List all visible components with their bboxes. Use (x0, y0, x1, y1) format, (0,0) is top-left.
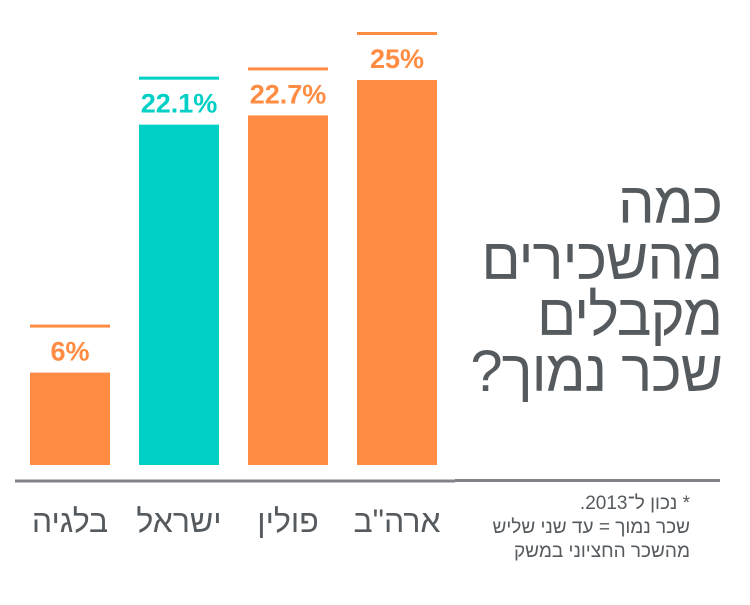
bar-cap-line (248, 67, 328, 71)
bars-layer: 6% בלגיה 22.1% ישראל 22.7% פולין 25% ארה"ב (30, 32, 441, 539)
bar (357, 80, 437, 465)
data-label: 22.1% (141, 89, 218, 119)
bar (248, 115, 328, 466)
divider-line (455, 479, 720, 482)
title-line: כמה (617, 171, 723, 236)
bar-cap-line (30, 324, 110, 328)
footnote-line: * נכון ל־2013. (579, 493, 690, 514)
footnote-line: מהשכר החציוני במשק (513, 541, 690, 562)
data-label: 6% (50, 337, 89, 367)
footnote: * נכון ל־2013. שכר נמוך = עד שני שליש מה… (440, 492, 690, 564)
category-label: פולין (257, 503, 318, 539)
footnote-line: שכר נמוך = עד שני שליש (492, 517, 690, 538)
data-label: 25% (370, 44, 424, 74)
bar (139, 124, 219, 465)
chart-title: כמה מהשכירים מקבלים שכר נמוך? (470, 171, 723, 404)
title-line: מהשכירים (481, 227, 723, 292)
title-line: מקבלים (537, 283, 723, 348)
data-label: 22.7% (250, 79, 327, 109)
bar (30, 372, 110, 465)
category-label: ארה"ב (353, 503, 440, 539)
category-label: בלגיה (32, 503, 108, 539)
bar-cap-line (357, 32, 437, 35)
category-label: ישראל (136, 503, 221, 539)
title-line: שכר נמוך? (470, 339, 723, 404)
bar-cap-line (139, 76, 219, 80)
